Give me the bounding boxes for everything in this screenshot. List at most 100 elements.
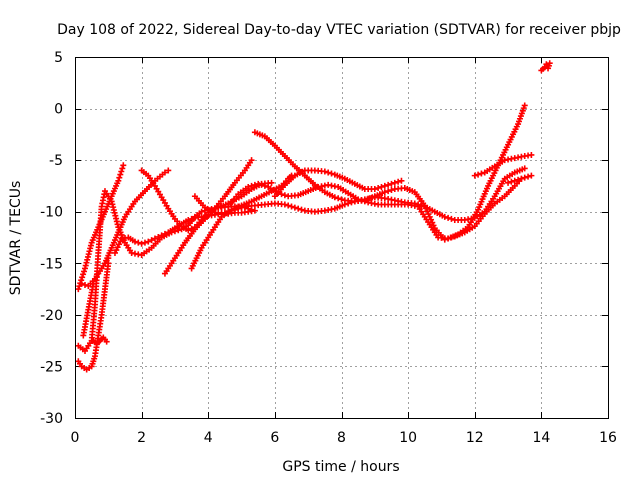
data-point-marker xyxy=(120,162,127,169)
data-point-marker xyxy=(145,238,152,245)
data-point-marker xyxy=(471,172,478,179)
data-point-marker xyxy=(528,172,535,179)
data-point-marker xyxy=(268,179,275,186)
data-point-marker xyxy=(385,188,392,195)
data-point-marker xyxy=(298,206,305,213)
data-point-marker xyxy=(338,196,345,203)
data-point-marker xyxy=(248,182,255,189)
data-point-marker xyxy=(388,180,395,187)
data-point-marker xyxy=(75,286,82,293)
data-point-marker xyxy=(475,171,482,178)
data-point-marker xyxy=(281,192,288,199)
data-point-marker xyxy=(158,232,165,239)
data-point-marker xyxy=(251,207,258,214)
x-tick-label: 8 xyxy=(337,430,346,446)
data-point-marker xyxy=(116,174,123,181)
y-tick-label: -15 xyxy=(40,256,63,272)
x-tick-label: 12 xyxy=(466,430,484,446)
y-tick-label: -30 xyxy=(40,411,63,427)
data-point-marker xyxy=(238,204,245,211)
series-arc-1 xyxy=(75,162,127,293)
x-tick-label: 14 xyxy=(532,430,550,446)
data-point-marker xyxy=(281,201,288,208)
data-point-marker xyxy=(381,182,388,189)
data-point-marker xyxy=(448,215,455,222)
data-point-marker xyxy=(445,235,452,242)
x-axis-label: GPS time / hours xyxy=(282,459,399,475)
y-tick-label: -25 xyxy=(40,359,63,375)
y-tick-label: -20 xyxy=(40,308,63,324)
data-point-marker xyxy=(391,179,398,186)
x-tick-label: 0 xyxy=(71,430,80,446)
data-point-marker xyxy=(78,280,85,287)
data-point-marker xyxy=(228,207,235,214)
data-point-marker xyxy=(118,168,125,175)
data-point-marker xyxy=(528,151,535,158)
data-point-marker xyxy=(251,181,258,188)
data-point-marker xyxy=(185,227,192,234)
y-tick-label: -10 xyxy=(40,205,63,221)
data-point-marker xyxy=(131,238,138,245)
data-point-marker xyxy=(395,178,402,185)
data-point-marker xyxy=(90,280,97,287)
data-point-marker xyxy=(285,202,292,209)
data-point-marker xyxy=(518,175,525,182)
data-point-marker xyxy=(261,182,268,189)
series-arc-14 xyxy=(251,129,525,243)
data-point-marker xyxy=(505,179,512,186)
data-point-marker xyxy=(103,338,110,345)
data-point-marker xyxy=(291,204,298,211)
axes: 0 2 4 6 8 10 12 14 16 -30 -25 -20 -15 -10 -5 0 5 xyxy=(40,50,617,446)
data-point-marker xyxy=(385,181,392,188)
data-point-marker xyxy=(375,184,382,191)
series-arc-16 xyxy=(471,151,535,179)
data-point-marker xyxy=(441,213,448,220)
x-tick-label: 2 xyxy=(137,430,146,446)
data-point-marker xyxy=(511,177,518,184)
data-point-marker xyxy=(328,170,335,177)
data-point-marker xyxy=(151,235,158,242)
data-point-marker xyxy=(225,208,232,215)
data-point-marker xyxy=(388,187,395,194)
data-point-marker xyxy=(188,215,195,222)
data-point-marker xyxy=(81,268,88,275)
data-point-marker xyxy=(321,168,328,175)
data-point-marker xyxy=(245,183,252,190)
x-tick-label: 4 xyxy=(204,430,213,446)
data-point-marker xyxy=(331,194,338,201)
data-point-marker xyxy=(175,227,182,234)
data-point-marker xyxy=(117,171,124,178)
data-point-marker xyxy=(521,174,528,181)
data-point-marker xyxy=(248,157,255,164)
data-point-marker xyxy=(161,169,168,176)
series-arc-10 xyxy=(161,157,255,277)
x-tick-label: 10 xyxy=(399,430,417,446)
data-point-marker xyxy=(231,206,238,213)
data-point-marker xyxy=(378,183,385,190)
data-point-marker xyxy=(448,234,455,241)
data-point-marker xyxy=(198,208,205,215)
plot-frame xyxy=(75,57,609,419)
data-point-marker xyxy=(148,237,155,244)
data-point-marker xyxy=(515,176,522,183)
data-point-marker xyxy=(81,281,88,288)
data-point-marker xyxy=(546,60,553,67)
series-arc-11 xyxy=(188,172,295,272)
data-point-marker xyxy=(445,214,452,221)
data-point-marker xyxy=(508,178,515,185)
series-arc-15 xyxy=(271,167,405,200)
data-point-marker xyxy=(185,216,192,223)
data-point-marker xyxy=(478,170,485,177)
series-arc-5 xyxy=(80,280,97,339)
data-point-marker xyxy=(235,205,242,212)
data-point-marker xyxy=(258,181,265,188)
data-point-marker xyxy=(325,169,332,176)
data-point-marker xyxy=(381,189,388,196)
data-point-marker xyxy=(138,240,145,247)
data-point-marker xyxy=(335,195,342,202)
data-point-marker xyxy=(541,64,548,71)
data-point-marker xyxy=(525,173,532,180)
data-point-marker xyxy=(161,230,168,237)
data-point-marker xyxy=(441,236,448,243)
